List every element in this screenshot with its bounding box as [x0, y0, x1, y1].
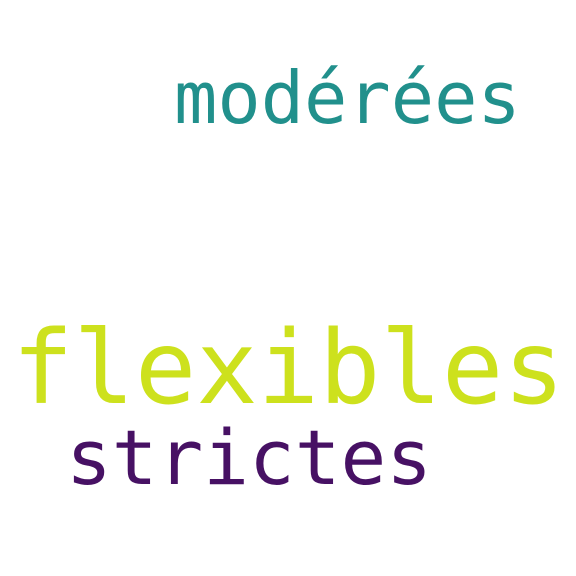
word-flexibles: flexibles [12, 309, 565, 428]
word-moderees: modérées [174, 56, 521, 140]
word-strictes: strictes [66, 413, 433, 502]
